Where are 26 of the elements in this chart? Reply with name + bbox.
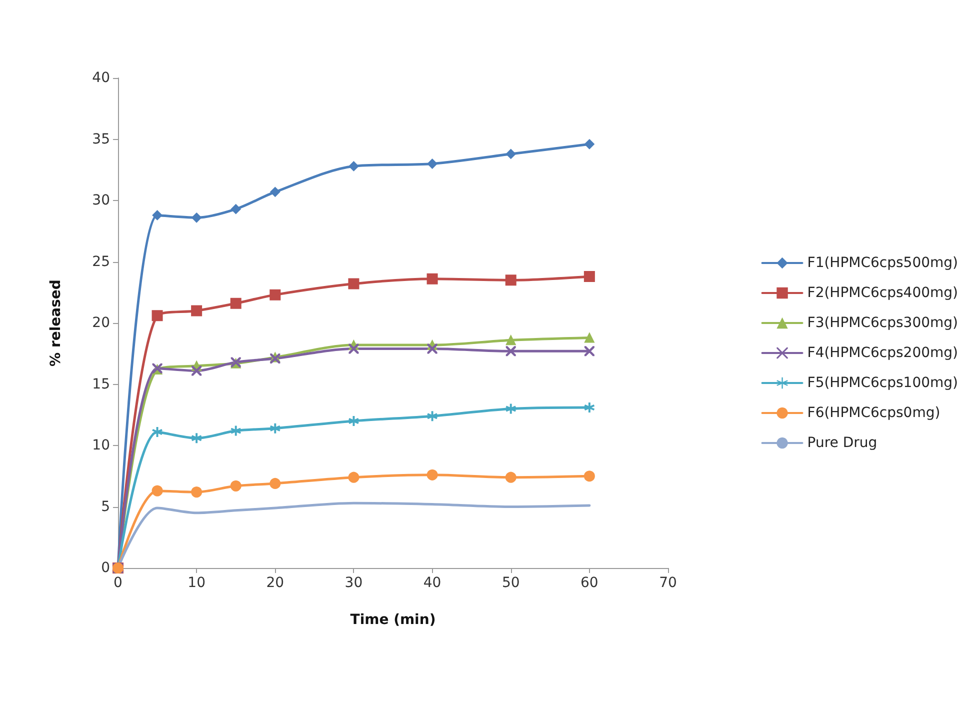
legend-label: F3(HPMC6cps300mg)	[807, 315, 958, 331]
y-tick-label: 30	[92, 192, 110, 208]
x-tick-label: 20	[266, 575, 284, 591]
y-tick-label: 35	[92, 131, 110, 148]
legend-label: F1(HPMC6cps500mg)	[807, 255, 958, 271]
x-tick-label: 10	[188, 575, 206, 591]
x-tick-label: 50	[502, 575, 520, 591]
y-axis-title: % released	[48, 280, 64, 366]
legend-label: F2(HPMC6cps400mg)	[807, 285, 958, 301]
legend-label: F5(HPMC6cps100mg)	[807, 375, 958, 391]
y-tick-label: 5	[101, 498, 110, 515]
y-tick-label: 15	[92, 376, 110, 392]
x-tick-label: 70	[659, 575, 677, 591]
x-axis-title: Time (min)	[350, 612, 436, 628]
y-tick-label: 20	[92, 315, 110, 331]
y-tick-label: 0	[101, 560, 110, 576]
y-tick-label: 10	[92, 438, 110, 454]
x-tick-label: 0	[114, 575, 122, 591]
x-tick-label: 60	[580, 575, 598, 591]
legend-label: F4(HPMC6cps200mg)	[807, 345, 958, 361]
x-tick-label: 30	[344, 575, 363, 591]
y-tick-label: 25	[92, 254, 110, 270]
legend-label: F6(HPMC6cps0mg)	[807, 405, 940, 421]
legend-label: Pure Drug	[807, 435, 878, 451]
x-tick-label: 40	[423, 575, 442, 591]
y-tick-label: 40	[92, 70, 110, 86]
